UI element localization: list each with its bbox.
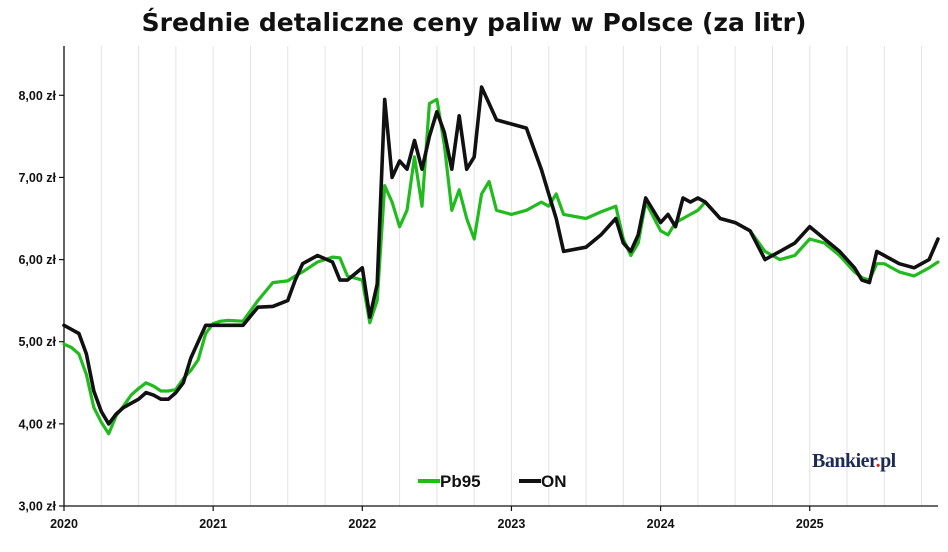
legend-label-on: ON: [541, 472, 567, 491]
y-tick-label: 3,00 zł: [18, 500, 56, 514]
x-tick-label: 2020: [50, 517, 78, 531]
brand-name: Bankier: [812, 450, 876, 472]
legend: Pb95 ON: [418, 472, 567, 491]
x-tick-label: 2021: [199, 517, 227, 531]
x-tick-label: 2023: [498, 517, 526, 531]
bankier-logo: Bankier.pl: [812, 450, 896, 473]
series-line-pb95: [62, 97, 940, 436]
series-layer: [62, 85, 940, 436]
x-axis-ticks: 2020 2021 2022 2023 2024 2025: [50, 506, 824, 531]
x-tick-label: 2022: [348, 517, 376, 531]
x-tick-label: 2025: [796, 517, 824, 531]
x-tick-label: 2024: [647, 517, 675, 531]
grid-layer: [100, 46, 923, 506]
y-tick-label: 5,00 zł: [18, 335, 56, 349]
legend-label-pb95: Pb95: [440, 472, 481, 491]
brand-suffix: pl: [880, 450, 896, 472]
y-tick-label: 7,00 zł: [18, 171, 56, 185]
axes-layer: [63, 46, 938, 507]
y-tick-label: 6,00 zł: [18, 253, 56, 267]
series-line-on: [62, 85, 940, 426]
y-tick-label: 4,00 zł: [18, 417, 56, 431]
chart-title: Średnie detaliczne ceny paliw w Polsce (…: [141, 8, 807, 37]
brand-dot: .: [875, 450, 881, 472]
y-tick-label: 8,00 zł: [18, 89, 56, 103]
y-axis-ticks: 3,00 zł 4,00 zł 5,00 zł 6,00 zł 7,00 zł 8,00 …: [18, 89, 64, 514]
